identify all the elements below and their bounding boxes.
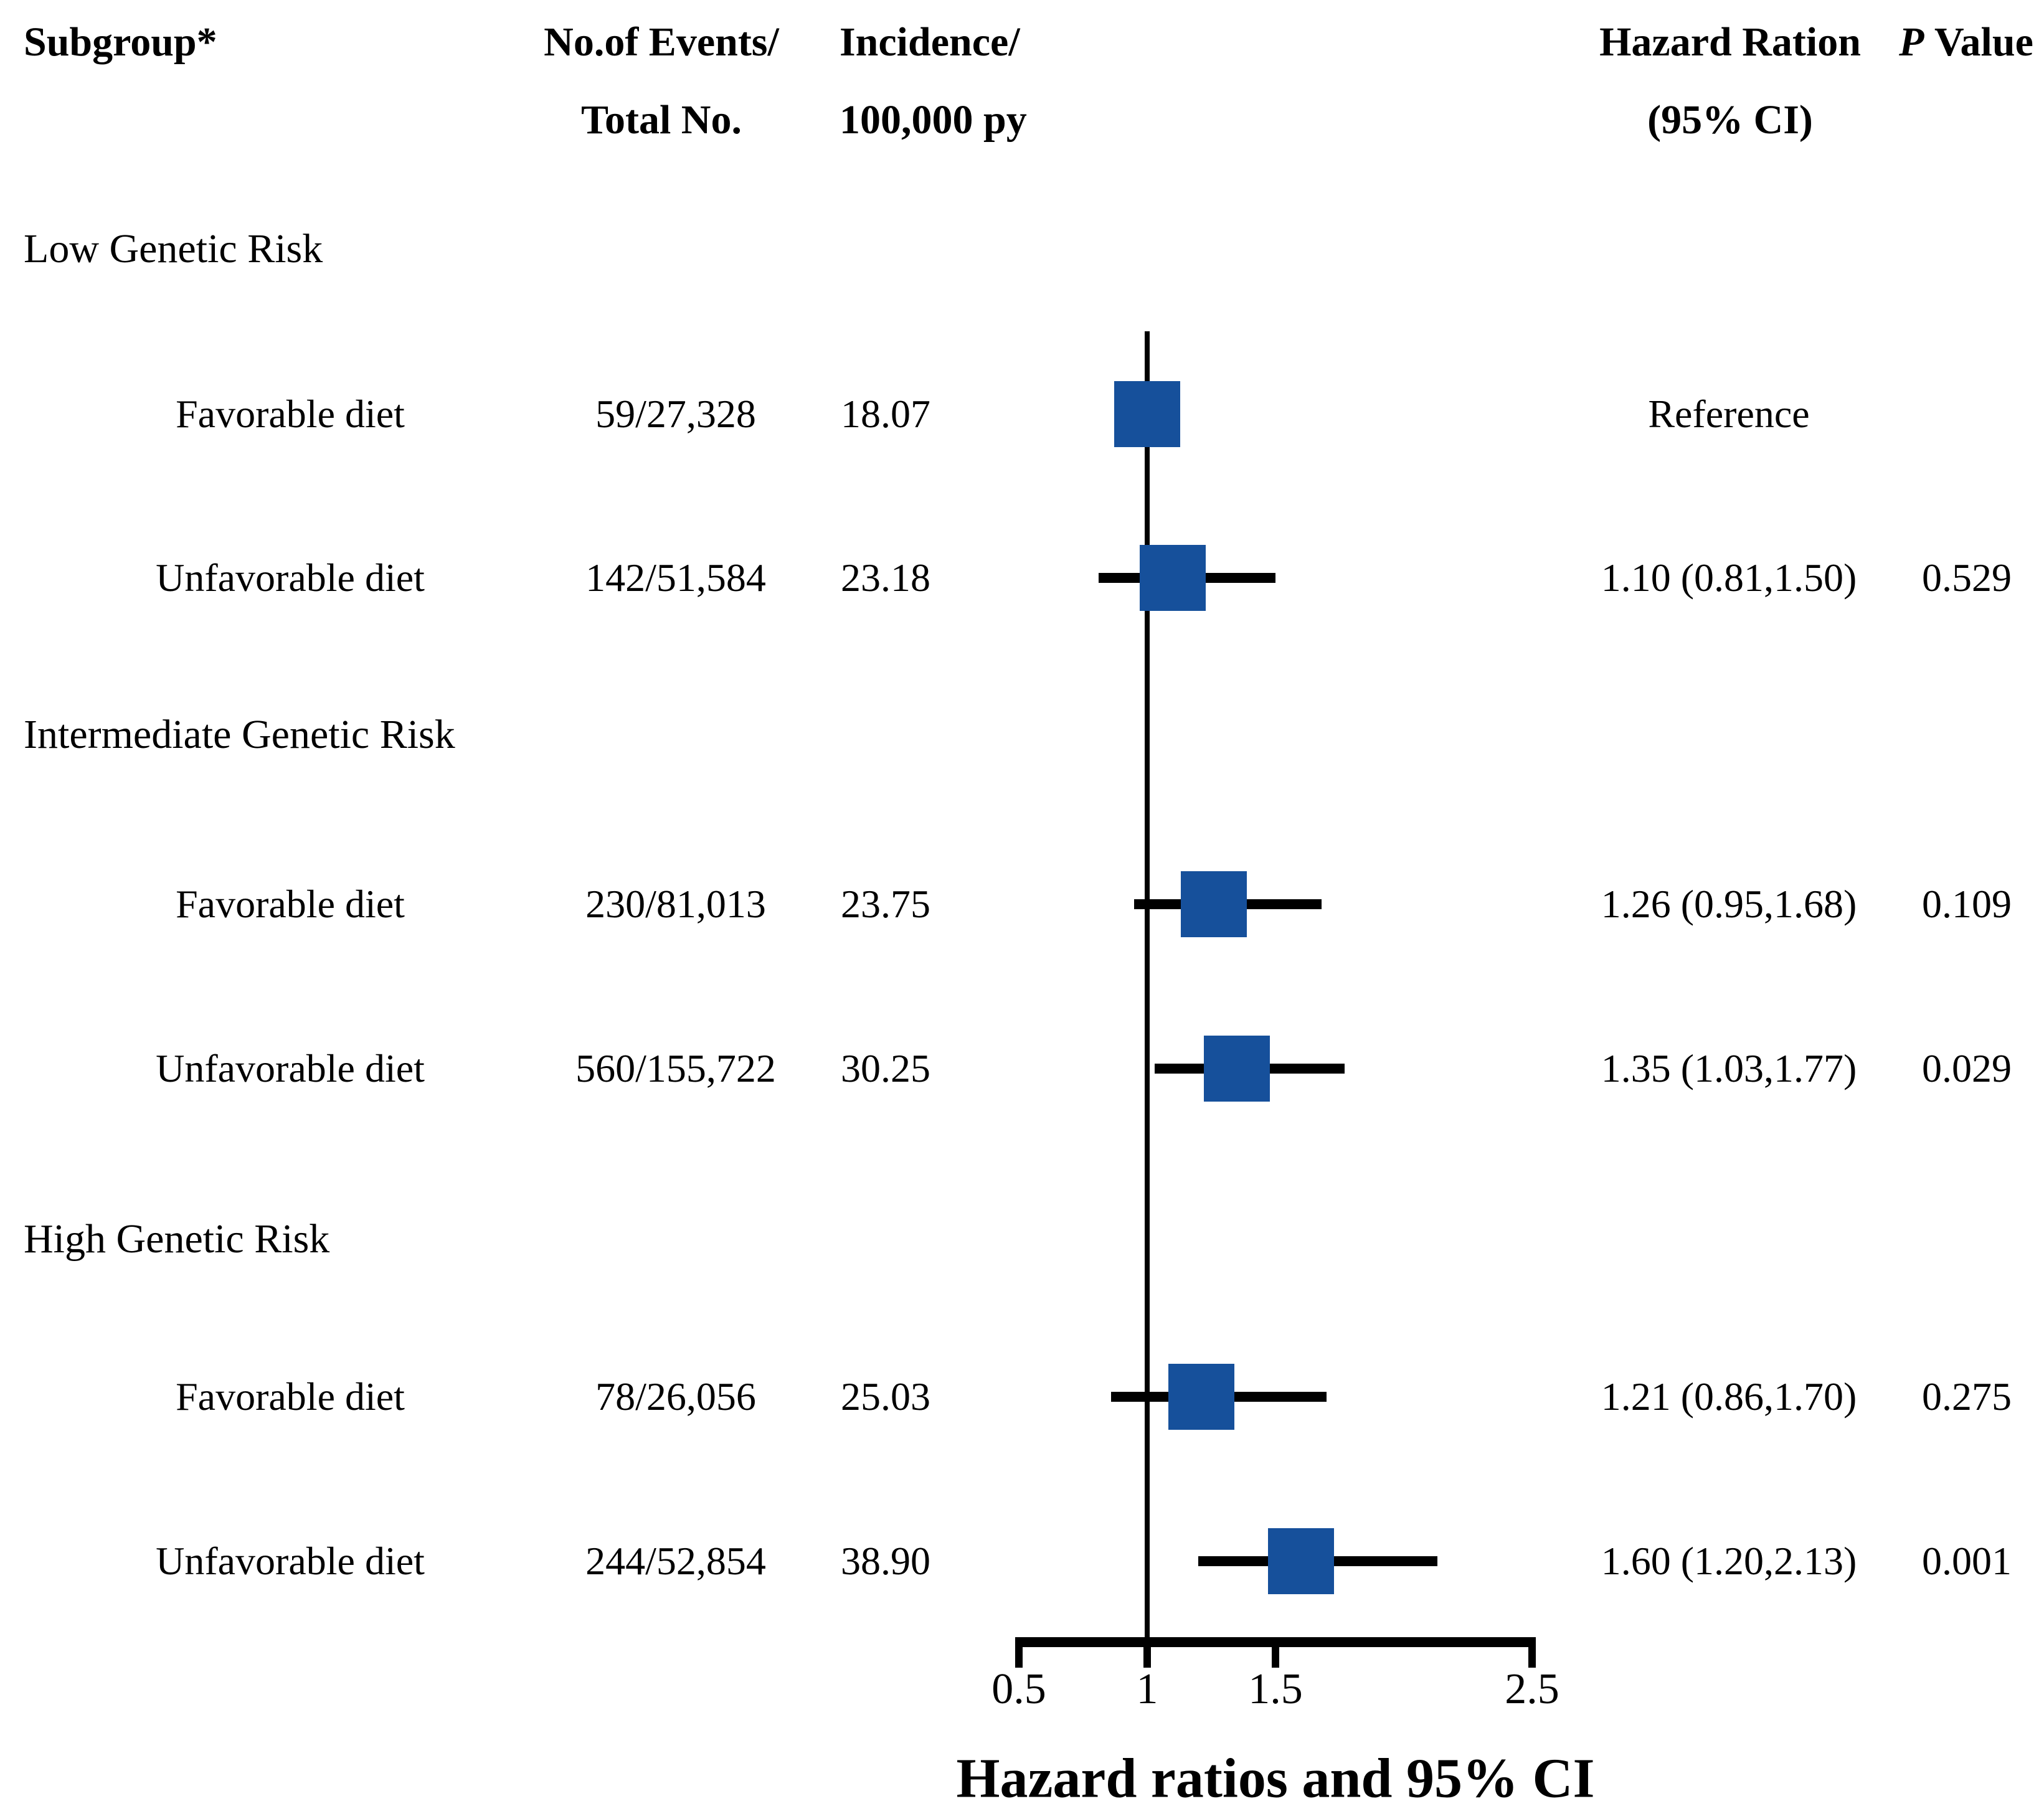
hr-marker-square	[1268, 1528, 1335, 1594]
events-total-value: 142/51,584	[585, 555, 766, 600]
hr-ci-value: 1.21 (0.86,1.70)	[1601, 1374, 1857, 1419]
column-header-events-line2: Total No.	[581, 97, 742, 143]
hr-marker-square	[1114, 381, 1180, 447]
row-label: Favorable diet	[176, 392, 405, 436]
column-header-events-line1: No.of Events/	[544, 19, 779, 65]
hr-ci-value: 1.60 (1.20,2.13)	[1601, 1539, 1857, 1583]
x-axis-tick-label: 1.5	[1248, 1665, 1303, 1713]
hr-marker-square	[1140, 545, 1206, 611]
column-header-incidence-line2: 100,000 py	[840, 97, 1027, 143]
x-axis-tick-label: 1	[1136, 1665, 1158, 1713]
p-value: 0.029	[1922, 1046, 2012, 1090]
p-value: 0.001	[1922, 1539, 2012, 1583]
hr-marker-square	[1181, 871, 1247, 937]
column-header-p-value: P Value	[1899, 19, 2033, 66]
x-axis-tick	[1143, 1637, 1151, 1668]
incidence-value: 23.18	[841, 555, 930, 600]
group-label: Intermediate Genetic Risk	[24, 712, 455, 757]
events-total-value: 244/52,854	[585, 1539, 766, 1583]
hr-ci-value: 1.26 (0.95,1.68)	[1601, 882, 1857, 926]
p-value-header-italic-p: P	[1899, 19, 1924, 65]
reference-line	[1145, 331, 1150, 1647]
column-header-subgroup: Subgroup*	[24, 19, 217, 65]
p-value: 0.275	[1922, 1374, 2012, 1419]
incidence-value: 25.03	[841, 1374, 930, 1419]
x-axis-tick	[1528, 1637, 1536, 1668]
events-total-value: 78/26,056	[595, 1374, 756, 1419]
row-label: Unfavorable diet	[156, 1539, 425, 1583]
x-axis-tick-label: 0.5	[991, 1665, 1046, 1713]
group-label: High Genetic Risk	[24, 1216, 330, 1262]
p-value-header-rest: Value	[1934, 19, 2033, 65]
column-header-hazard-ratio-line1: Hazard Ration	[1599, 19, 1861, 65]
row-label: Unfavorable diet	[156, 1046, 425, 1090]
hr-marker-square	[1204, 1036, 1270, 1102]
column-header-incidence-line1: Incidence/	[840, 19, 1020, 65]
hr-ci-value: Reference	[1648, 392, 1810, 436]
incidence-value: 23.75	[841, 882, 930, 926]
hr-marker-square	[1168, 1364, 1234, 1430]
events-total-value: 560/155,722	[575, 1046, 776, 1090]
row-label: Favorable diet	[176, 882, 405, 926]
hr-ci-value: 1.10 (0.81,1.50)	[1601, 555, 1857, 600]
incidence-value: 30.25	[841, 1046, 930, 1090]
row-label: Unfavorable diet	[156, 555, 425, 600]
row-label: Favorable diet	[176, 1374, 405, 1419]
group-label: Low Genetic Risk	[24, 226, 323, 272]
p-value: 0.529	[1922, 555, 2012, 600]
events-total-value: 59/27,328	[595, 392, 756, 436]
x-axis-tick-label: 2.5	[1505, 1665, 1559, 1713]
x-axis-tick	[1272, 1637, 1279, 1668]
hr-ci-value: 1.35 (1.03,1.77)	[1601, 1046, 1857, 1090]
incidence-value: 38.90	[841, 1539, 930, 1583]
p-value: 0.109	[1922, 882, 2012, 926]
events-total-value: 230/81,013	[585, 882, 766, 926]
column-header-hazard-ratio-line2: (95% CI)	[1647, 97, 1813, 143]
x-axis-tick	[1015, 1637, 1023, 1668]
incidence-value: 18.07	[841, 392, 930, 436]
x-axis-title: Hazard ratios and 95% CI	[956, 1747, 1595, 1810]
